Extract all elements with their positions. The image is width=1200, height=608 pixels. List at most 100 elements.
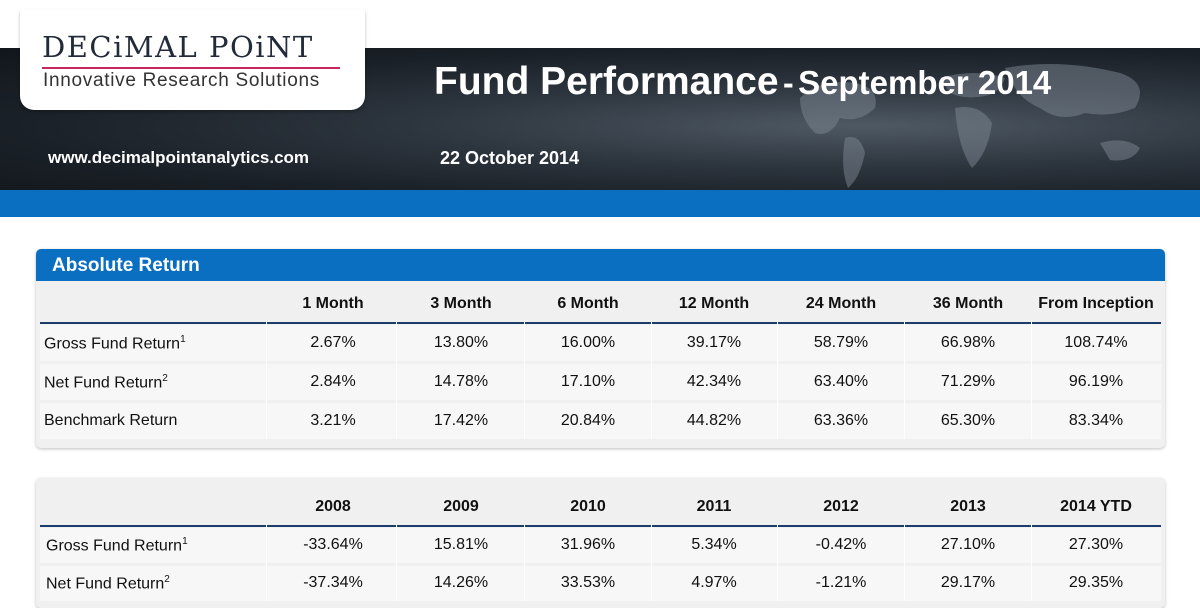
column-divider <box>651 525 652 601</box>
table-cell: 31.96% <box>560 536 616 553</box>
table-row <box>40 528 1161 563</box>
table-cell: 15.81% <box>433 536 489 553</box>
table-cell: 3.21% <box>310 412 356 429</box>
table-cell: 5.34% <box>691 536 737 553</box>
table-cell: 63.40% <box>813 373 869 390</box>
column-divider <box>777 525 778 601</box>
column-divider <box>396 322 397 439</box>
table-row <box>40 566 1161 601</box>
table-cell: 27.10% <box>940 536 996 553</box>
table-cell: 42.34% <box>686 373 742 390</box>
column-divider <box>777 322 778 439</box>
row-label-text: Net Fund Return <box>46 575 165 593</box>
table-cell: 66.98% <box>940 334 996 351</box>
table-cell: 63.36% <box>813 412 869 429</box>
title-main: Fund Performance <box>434 60 779 103</box>
table-cell: 4.97% <box>691 574 737 591</box>
table-cell: 65.30% <box>940 412 996 429</box>
column-divider <box>1031 322 1032 439</box>
table-cell: 17.42% <box>433 412 489 429</box>
column-header: 2012 <box>823 498 859 515</box>
table-cell: 83.34% <box>1068 412 1124 429</box>
column-header: 2014 YTD <box>1060 498 1132 515</box>
world-map-icon <box>800 64 1140 188</box>
table-cell: 29.17% <box>940 574 996 591</box>
row-label-text: Gross Fund Return <box>44 335 181 353</box>
table-cell: 2.84% <box>310 373 356 390</box>
row-label-text: Net Fund Return <box>44 374 163 392</box>
header-banner: www.decimalpointanalytics.com 22 October… <box>0 48 1200 190</box>
column-header: 24 Month <box>805 295 877 312</box>
table-cell: 96.19% <box>1068 373 1124 390</box>
column-divider <box>651 322 652 439</box>
annual-return-panel: 2008 2009 2010 2011 2012 2013 2014 YTD Gross Fu… <box>36 478 1165 608</box>
column-header: 2009 <box>443 498 479 515</box>
row-label-text: Gross Fund Return <box>46 537 183 555</box>
column-header: 36 Month <box>932 295 1004 312</box>
column-divider <box>266 322 267 439</box>
logo-underline <box>42 67 340 69</box>
column-header: 3 Month <box>430 295 492 312</box>
table-cell: 16.00% <box>560 334 616 351</box>
report-date: 22 October 2014 <box>440 148 580 168</box>
column-header: 1 Month <box>302 295 364 312</box>
table-cell: -37.34% <box>303 574 363 591</box>
table-cell: 14.26% <box>433 574 489 591</box>
row-label: Net Fund Return2 <box>46 574 170 593</box>
column-divider <box>904 525 905 601</box>
column-header: 2013 <box>950 498 986 515</box>
table-cell: 27.30% <box>1068 536 1124 553</box>
column-divider <box>1031 525 1032 601</box>
column-header: 2011 <box>696 498 732 515</box>
column-header: 2008 <box>315 498 351 515</box>
report-header: www.decimalpointanalytics.com 22 October… <box>0 0 1200 190</box>
table-cell: 13.80% <box>433 334 489 351</box>
column-divider <box>266 525 267 601</box>
table-cell: 14.78% <box>433 373 489 390</box>
table-cell: -1.21% <box>815 574 867 591</box>
table-cell: 108.74% <box>1064 334 1128 351</box>
footnote-marker: 1 <box>180 334 186 345</box>
column-header: 12 Month <box>678 295 750 312</box>
title-period: September 2014 <box>798 64 1052 101</box>
footnote-marker: 2 <box>164 574 170 585</box>
table-row <box>40 403 1161 439</box>
logo-tagline: Innovative Research Solutions <box>43 70 320 91</box>
footnote-marker: 2 <box>162 373 168 384</box>
table-cell: -33.64% <box>303 536 363 553</box>
table-cell: 20.84% <box>560 412 616 429</box>
footnote-marker: 1 <box>182 536 188 547</box>
row-label: Gross Fund Return1 <box>44 334 186 353</box>
table-cell: 29.35% <box>1068 574 1124 591</box>
title-separator: - <box>783 65 794 101</box>
table-row <box>40 325 1161 361</box>
column-divider <box>904 322 905 439</box>
table-cell: 17.10% <box>560 373 616 390</box>
column-divider <box>524 525 525 601</box>
column-header: 2010 <box>570 498 606 515</box>
column-divider <box>396 525 397 601</box>
table-cell: 39.17% <box>686 334 742 351</box>
website-url[interactable]: www.decimalpointanalytics.com <box>48 148 310 167</box>
table-cell: 58.79% <box>813 334 869 351</box>
table-cell: 2.67% <box>310 334 356 351</box>
absolute-return-panel: Absolute Return 1 Month 3 Month 6 Month 12 … <box>36 249 1165 448</box>
row-label: Net Fund Return2 <box>44 373 168 392</box>
header-rule <box>40 322 1161 324</box>
company-logo: DECiMAL POiNT Innovative Research Soluti… <box>20 10 365 110</box>
page-title: Fund Performance - September 2014 <box>434 60 1051 104</box>
table-cell: -0.42% <box>815 536 867 553</box>
column-header: 6 Month <box>557 295 619 312</box>
table-row <box>40 364 1161 400</box>
logo-wordmark: DECiMAL POiNT <box>42 30 314 64</box>
header-rule <box>40 525 1161 527</box>
row-label: Benchmark Return <box>44 412 177 430</box>
table-cell: 71.29% <box>940 373 996 390</box>
column-header: From Inception <box>1038 295 1154 312</box>
column-divider <box>524 322 525 439</box>
absolute-return-title: Absolute Return <box>36 249 1165 281</box>
header-blue-band <box>0 190 1200 217</box>
row-label-text: Benchmark Return <box>44 412 178 429</box>
table-cell: 33.53% <box>560 574 616 591</box>
table-cell: 44.82% <box>686 412 742 429</box>
